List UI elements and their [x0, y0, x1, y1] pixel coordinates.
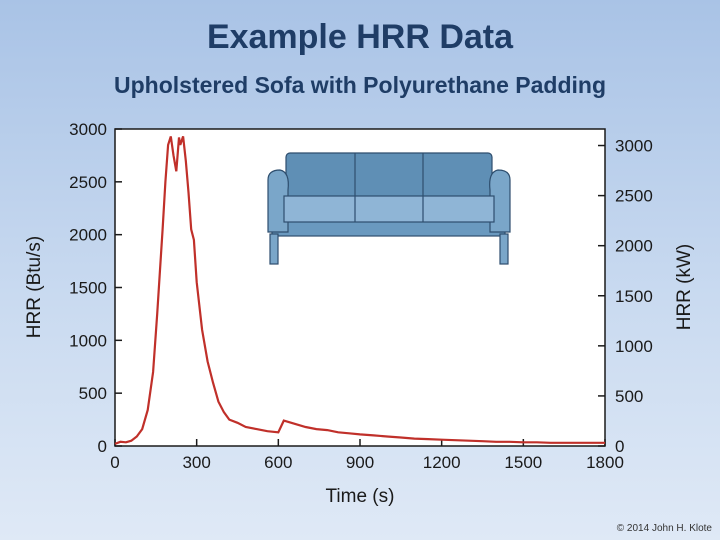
x-axis-label: Time (s) [326, 486, 395, 507]
x-tick-label: 1800 [586, 453, 624, 472]
y-axis-label-left: HRR (Btu/s) [24, 236, 45, 338]
x-tick-label: 600 [264, 453, 292, 472]
x-tick-label: 300 [182, 453, 210, 472]
y-tick-label-left: 2000 [69, 226, 107, 245]
y-tick-label-right: 1000 [615, 337, 653, 356]
y-tick-label-left: 0 [98, 437, 107, 456]
y-tick-label-left: 1000 [69, 331, 107, 350]
axis-ticks [114, 128, 606, 447]
hrr-series-line [114, 136, 605, 445]
slide-subtitle: Upholstered Sofa with Polyurethane Paddi… [114, 72, 606, 98]
y-tick-label-left: 2500 [69, 173, 107, 192]
y-tick-label-right: 3000 [615, 137, 653, 156]
sofa-icon [267, 152, 511, 265]
x-tick-label: 0 [110, 453, 119, 472]
tick-labels: 0 300 600 900 1200 1500 1800050010001500200025… [69, 120, 653, 472]
slide-title: Example HRR Data [206, 18, 514, 56]
x-tick-label: 900 [346, 453, 374, 472]
copyright-notice: © 2014 John H. Klote [616, 523, 712, 534]
y-tick-label-right: 2500 [615, 187, 653, 206]
y-tick-label-right: 2000 [615, 237, 653, 256]
y-tick-label-left: 1500 [69, 279, 107, 298]
y-axis-label-right: HRR (kW) [674, 244, 695, 331]
x-tick-label: 1200 [423, 453, 461, 472]
x-tick-label: 1500 [504, 453, 542, 472]
y-tick-label-right: 0 [615, 437, 624, 456]
y-tick-label-right: 500 [615, 387, 643, 406]
y-tick-label-right: 1500 [615, 287, 653, 306]
y-tick-label-left: 500 [79, 384, 107, 403]
y-tick-label-left: 3000 [69, 120, 107, 139]
